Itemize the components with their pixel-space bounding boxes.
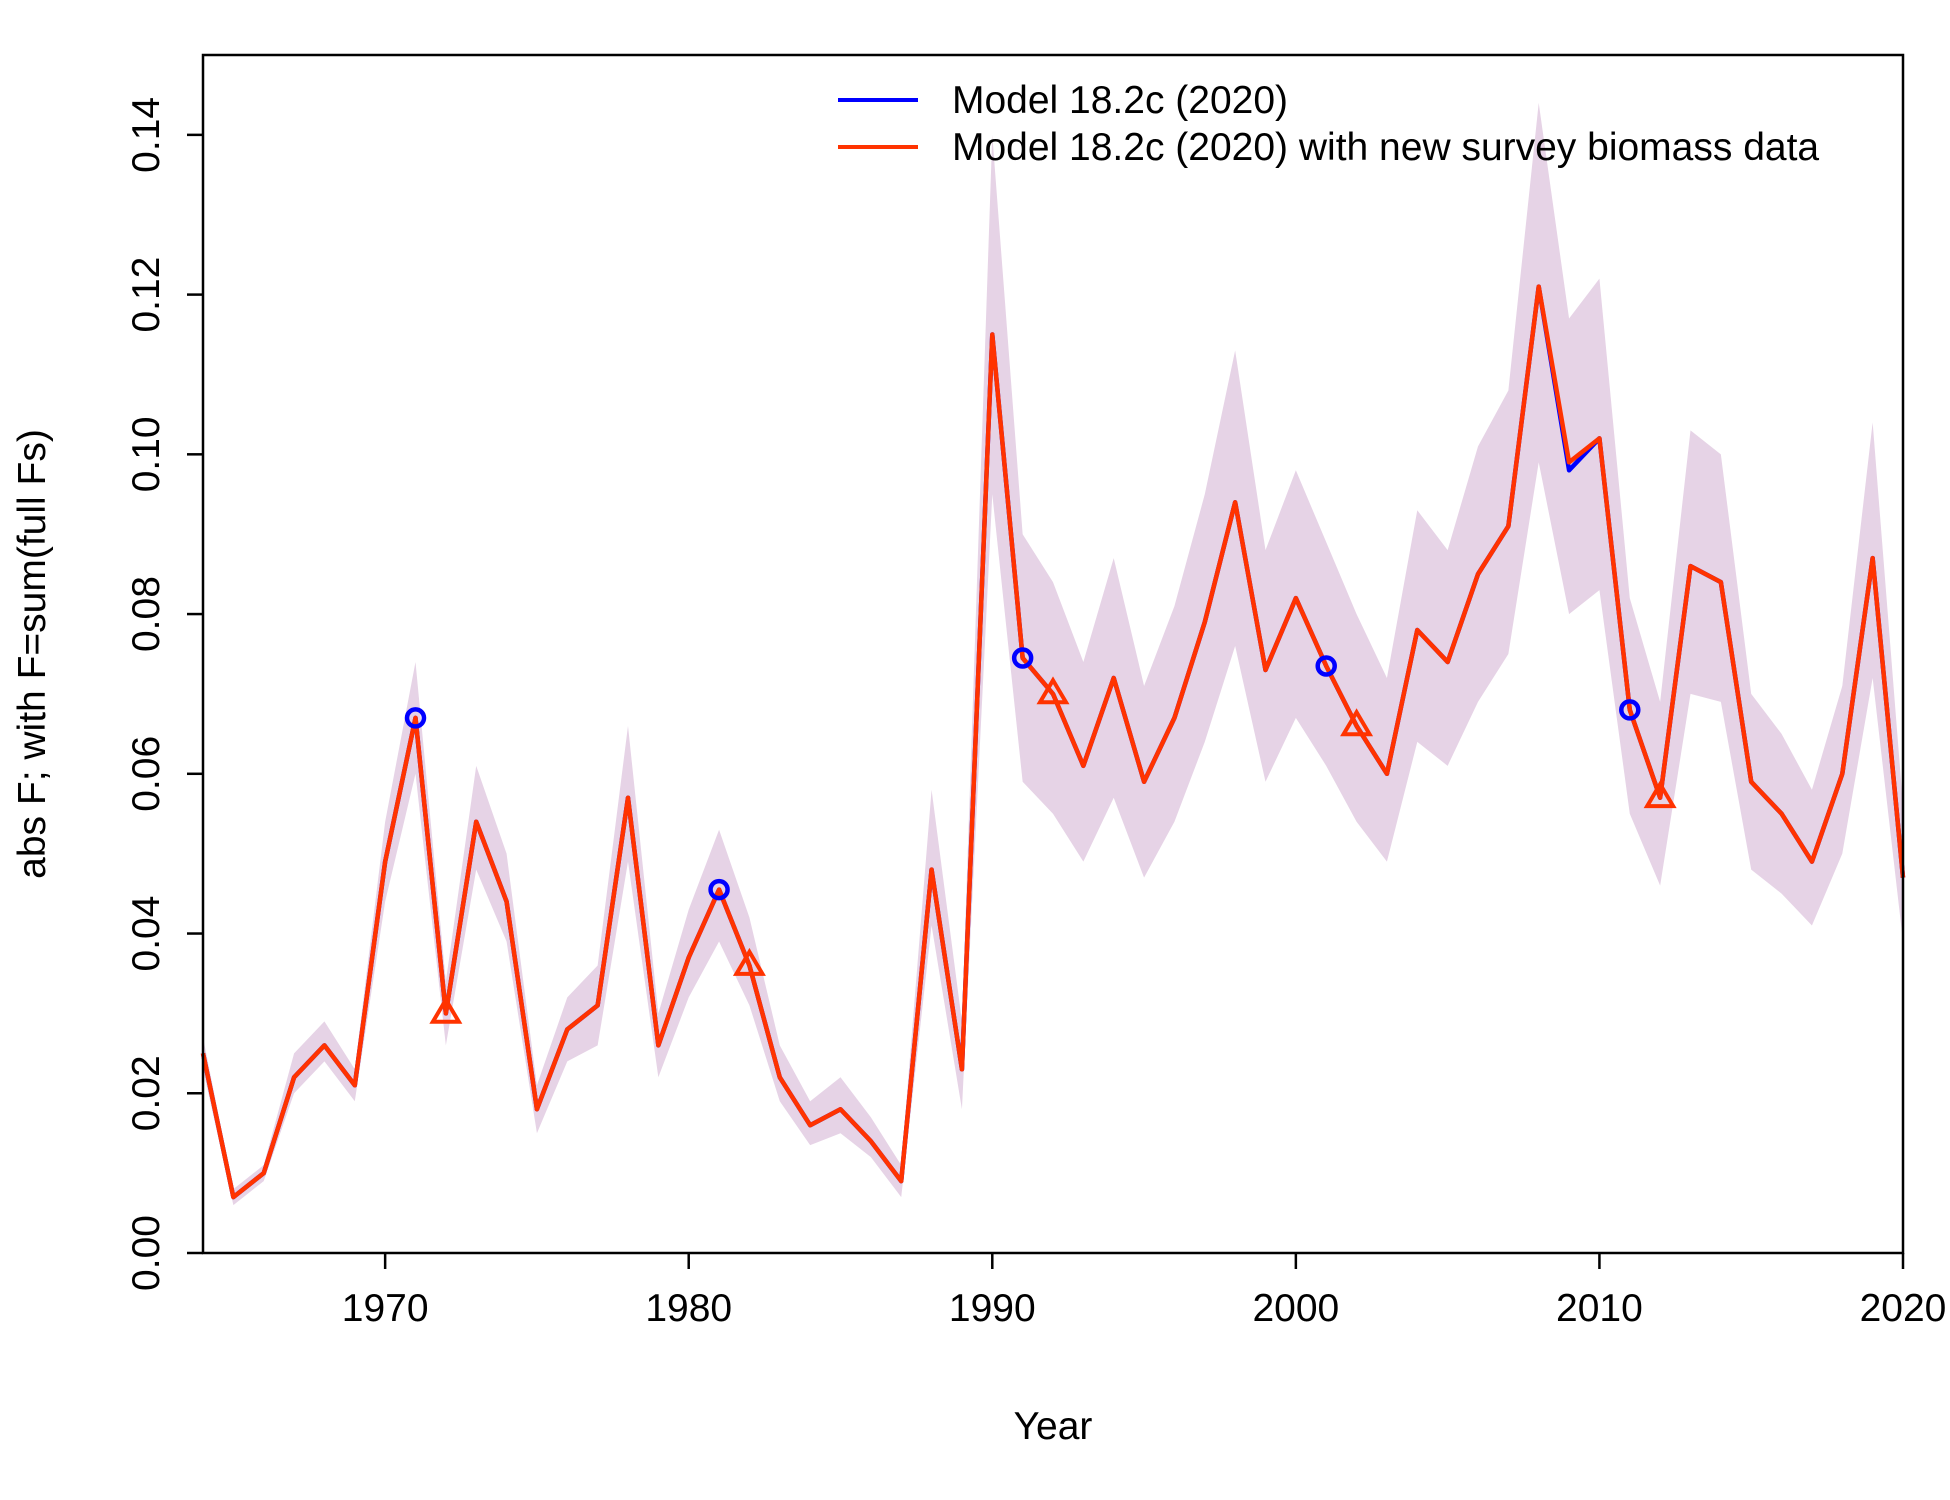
series-line-1 [200, 284, 1906, 1200]
x-tick-label: 1980 [645, 1287, 732, 1330]
y-tick-label: 0.02 [125, 1055, 168, 1131]
legend-label-model-18-2c-new-survey: Model 18.2c (2020) with new survey bioma… [952, 126, 1819, 169]
marker-circle-1991 [1011, 647, 1034, 669]
y-tick-label: 0.06 [125, 736, 168, 812]
y-tick-label: 0.08 [125, 576, 168, 652]
x-tick-label: 2000 [1252, 1287, 1339, 1330]
marker-triangle-1992 [1036, 676, 1070, 705]
legend-label-model-18-2c: Model 18.2c (2020) [952, 79, 1288, 122]
series-lines-layer [200, 284, 1906, 1200]
marker-triangle-1972 [429, 995, 463, 1024]
x-tick-label: 1970 [342, 1287, 429, 1330]
marker-triangle-1982 [732, 947, 766, 976]
y-axis-title: abs F; with F=sum(full Fs) [11, 429, 54, 879]
y-tick-label: 0.04 [125, 896, 168, 972]
y-tick-label: 0.14 [125, 97, 168, 173]
confidence-band [203, 102, 1903, 1206]
x-tick-label: 1990 [949, 1287, 1036, 1330]
plot-frame [201, 53, 1905, 1255]
marker-triangle-2012 [1643, 780, 1677, 809]
confidence-band-layer [203, 102, 1903, 1206]
x-axis-title: Year [1014, 1405, 1093, 1448]
marker-circle-1981 [708, 878, 730, 901]
markers-layer [404, 647, 1677, 1024]
marker-circle-2001 [1315, 655, 1337, 677]
marker-circle-1971 [404, 707, 427, 729]
marker-circle-2011 [1619, 699, 1641, 721]
y-tick-label: 0.00 [125, 1215, 168, 1291]
y-axis: 0.00 0.02 0.04 0.06 0.08 0.10 0.12 0.14 [125, 97, 203, 1291]
y-tick-label: 0.12 [125, 257, 168, 333]
x-tick-label: 2010 [1556, 1287, 1643, 1330]
y-tick-label: 0.10 [125, 416, 168, 492]
legend: Model 18.2c (2020) Model 18.2c (2020) wi… [838, 79, 1819, 169]
x-axis: 1970 1980 1990 2000 2010 2020 [342, 1253, 1947, 1330]
x-tick-label: 2020 [1860, 1287, 1947, 1330]
marker-triangle-2002 [1340, 708, 1374, 737]
